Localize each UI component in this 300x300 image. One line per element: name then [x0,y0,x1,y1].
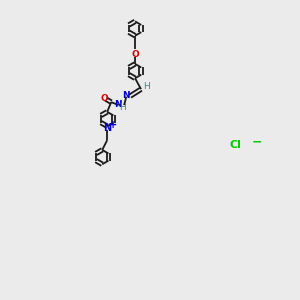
Text: −: − [251,136,262,148]
Text: H: H [143,82,150,91]
Text: H: H [119,103,125,112]
Text: +: + [109,120,117,130]
Text: O: O [101,94,109,103]
Text: O: O [131,50,139,58]
Text: N: N [122,91,129,100]
Text: Cl: Cl [230,140,242,150]
Text: N: N [103,123,111,133]
Text: N: N [114,100,122,109]
